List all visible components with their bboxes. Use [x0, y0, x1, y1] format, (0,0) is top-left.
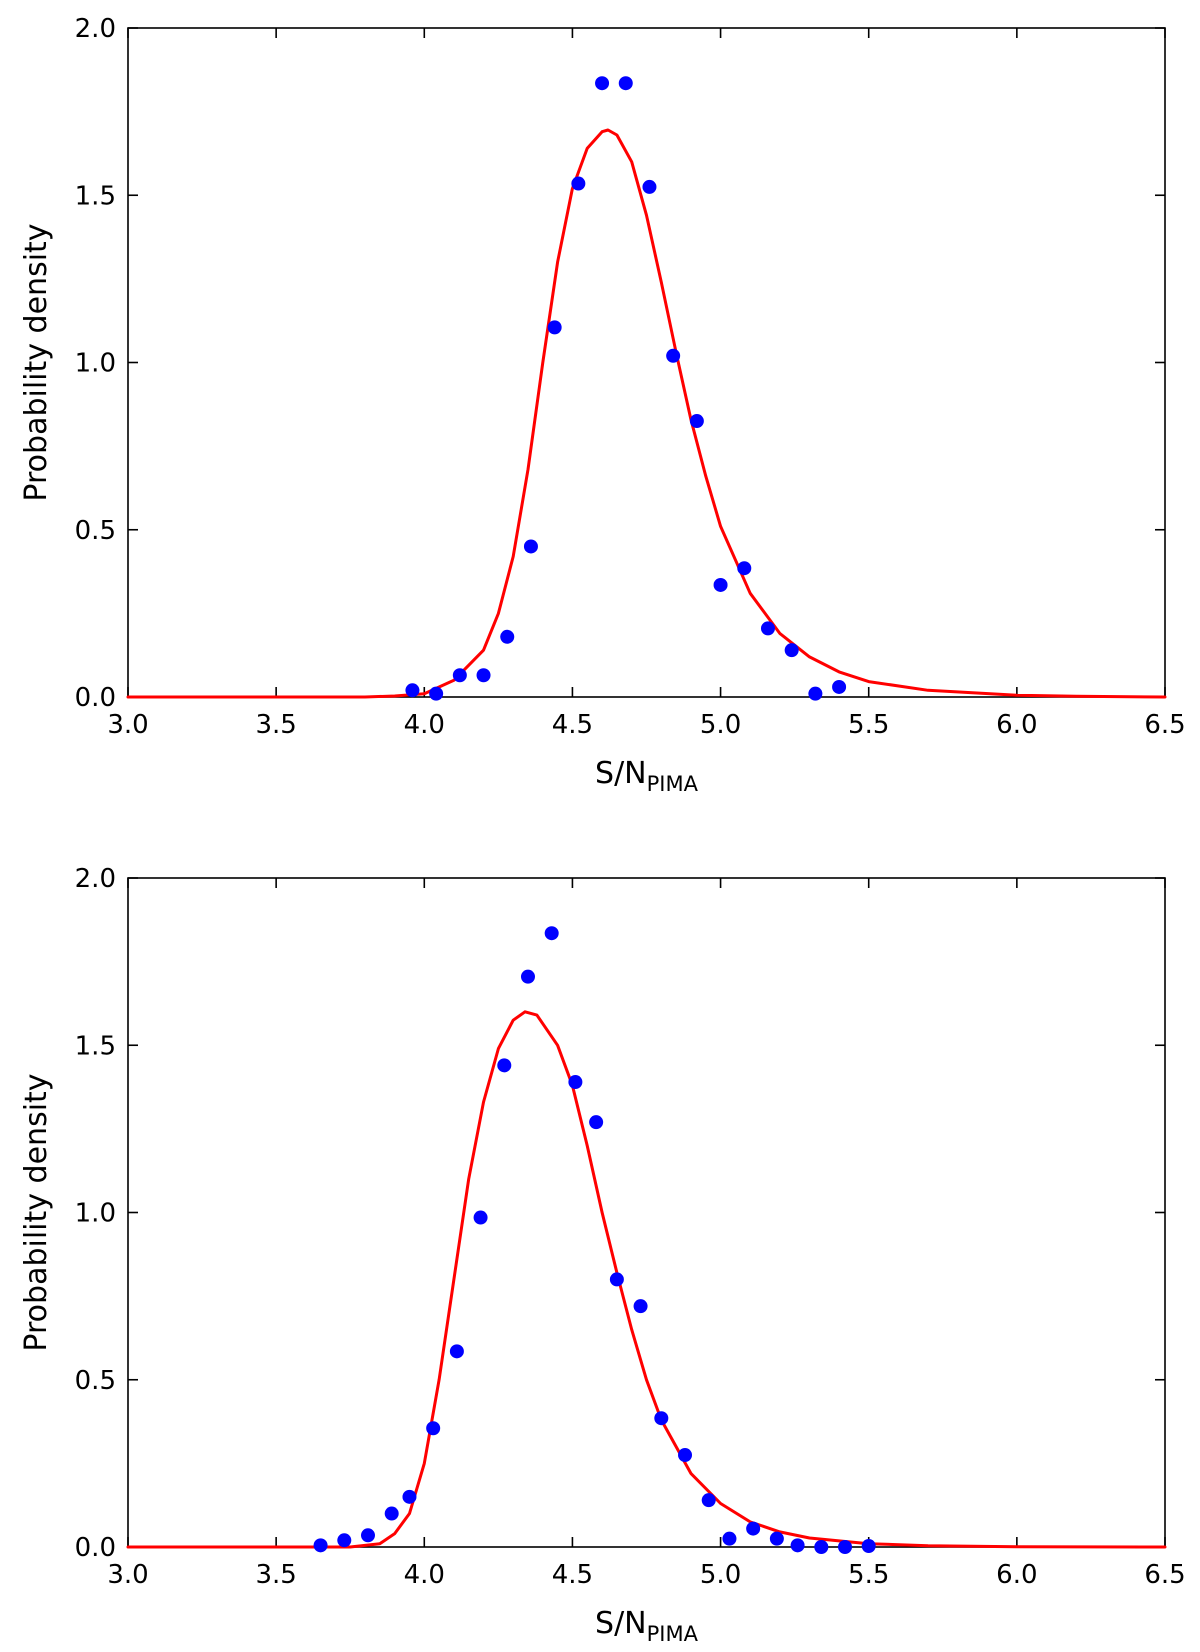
data-point [814, 1540, 829, 1554]
data-point [861, 1538, 876, 1553]
x-tick-label: 5.5 [848, 710, 889, 740]
x-tick-label: 6.0 [996, 1560, 1037, 1590]
data-point [520, 969, 535, 984]
data-point [405, 683, 420, 698]
chart-top: 3.0 3.5 4.0 4.5 5.0 5.5 6.0 6.5 0.0 0.5 1.0 1.5 2.0 S… [19, 14, 1186, 796]
x-axis-label-main: S/N [595, 1606, 647, 1641]
data-point [402, 1489, 417, 1504]
x-axis-label-subscript: PIMA [647, 1622, 699, 1646]
y-tick-label: 0.0 [75, 683, 116, 713]
plot-frame [127, 877, 1166, 1548]
data-point [838, 1540, 853, 1554]
data-point [473, 1210, 488, 1225]
x-tick-label: 4.0 [404, 1560, 445, 1590]
data-point [547, 320, 562, 335]
plot-frame [127, 27, 1166, 698]
data-point [618, 76, 633, 91]
data-point [769, 1531, 784, 1546]
data-point [500, 629, 515, 644]
data-point [633, 1299, 648, 1314]
x-axis-label: S/NPIMA [595, 756, 699, 796]
x-tick-label: 5.0 [700, 710, 741, 740]
data-point [701, 1493, 716, 1508]
data-point [313, 1538, 328, 1553]
data-point [589, 1115, 604, 1130]
x-tick-label: 4.5 [552, 1560, 593, 1590]
data-point [426, 1421, 441, 1436]
y-tick-label: 1.0 [75, 1199, 116, 1229]
data-point [746, 1521, 761, 1536]
y-axis-label: Probability density [19, 1073, 54, 1351]
x-axis-label-subscript: PIMA [647, 772, 699, 796]
x-axis-label-main: S/N [595, 756, 647, 791]
chart-bottom: 3.0 3.5 4.0 4.5 5.0 5.5 6.0 6.5 0.0 0.5 1.0 1.5 2.0 S… [19, 864, 1186, 1646]
y-tick-label: 2.0 [75, 14, 116, 44]
y-tick-label: 0.0 [75, 1533, 116, 1563]
y-tick-label: 0.5 [75, 1366, 116, 1396]
y-axis-label: Probability density [19, 223, 54, 501]
fit-curve [126, 1010, 1167, 1549]
data-point [654, 1411, 669, 1426]
data-point [808, 686, 823, 701]
data-point [544, 926, 559, 941]
data-point [449, 1344, 464, 1359]
data-point [523, 539, 538, 554]
data-point [760, 621, 775, 636]
fit-curve [126, 128, 1167, 699]
data-point [429, 686, 444, 701]
data-point [452, 668, 467, 683]
x-tick-label: 4.5 [552, 710, 593, 740]
y-tick-label: 1.5 [75, 181, 116, 211]
data-point [497, 1058, 512, 1073]
x-tick-label: 5.0 [700, 1560, 741, 1590]
data-point [476, 668, 491, 683]
data-point [722, 1531, 737, 1546]
data-point [360, 1528, 375, 1543]
data-point [832, 679, 847, 694]
data-point [737, 561, 752, 576]
x-tick-label: 4.0 [404, 710, 445, 740]
data-point [713, 577, 728, 592]
data-point [595, 76, 610, 91]
data-point [784, 643, 799, 658]
y-tick-label: 0.5 [75, 516, 116, 546]
data-point [689, 414, 704, 429]
data-point [609, 1272, 624, 1287]
data-point [337, 1533, 352, 1548]
data-point [790, 1538, 805, 1553]
y-tick-label: 1.0 [75, 349, 116, 379]
x-tick-label: 3.5 [255, 710, 296, 740]
x-tick-label: 3.5 [255, 1560, 296, 1590]
data-point [384, 1506, 399, 1521]
data-point [678, 1448, 693, 1463]
x-tick-label: 6.0 [996, 710, 1037, 740]
data-point [666, 348, 681, 363]
x-tick-label: 3.0 [107, 1560, 148, 1590]
data-point [642, 179, 657, 194]
x-tick-label: 3.0 [107, 710, 148, 740]
data-point [571, 176, 586, 191]
x-axis-label: S/NPIMA [595, 1606, 699, 1646]
x-tick-label: 6.5 [1144, 710, 1185, 740]
x-tick-label: 6.5 [1144, 1560, 1185, 1590]
data-point [568, 1075, 583, 1090]
y-tick-label: 1.5 [75, 1031, 116, 1061]
y-tick-label: 2.0 [75, 864, 116, 894]
x-tick-label: 5.5 [848, 1560, 889, 1590]
